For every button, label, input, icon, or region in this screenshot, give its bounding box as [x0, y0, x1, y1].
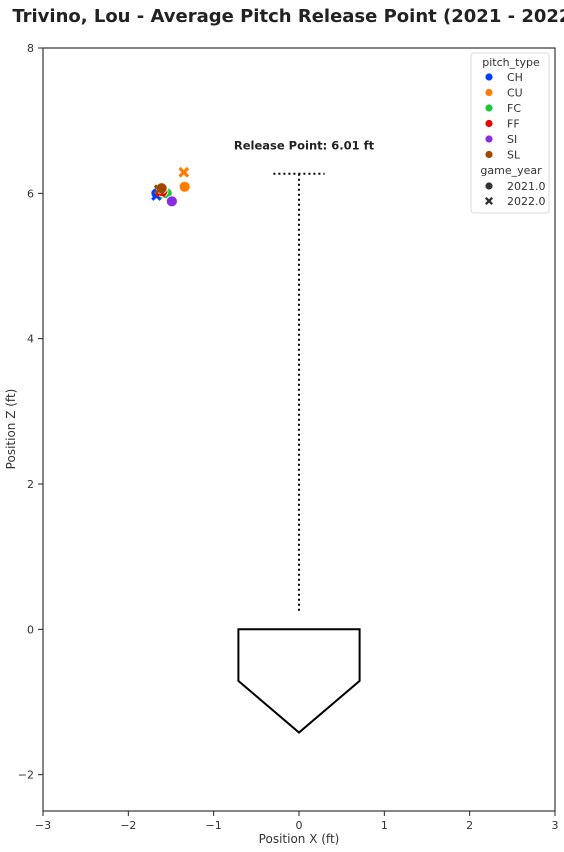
y-tick-label: 2 — [27, 478, 34, 491]
x-tick-label: −3 — [35, 819, 51, 832]
data-points — [150, 166, 191, 208]
point-sl-2022 — [153, 184, 165, 196]
point-cu-2021 — [178, 180, 191, 193]
point-cu-2022 — [178, 166, 190, 178]
y-tick-label: 4 — [27, 333, 34, 346]
home-plate — [237, 628, 361, 734]
legend-x-marker — [484, 196, 494, 206]
release-point-marker — [273, 172, 325, 612]
x-tick-label: −2 — [120, 819, 136, 832]
legend-label-fc: FC — [507, 102, 521, 115]
x-tick-label: −1 — [206, 819, 222, 832]
legend-swatch-cu — [485, 88, 493, 97]
legend-hue-title: pitch_type — [482, 56, 540, 69]
legend-label-cu: CU — [507, 87, 523, 100]
x-tick-label: 2 — [466, 819, 473, 832]
y-axis-label: Position Z (ft) — [4, 389, 18, 470]
y-tick-label: 0 — [27, 623, 34, 636]
legend-swatch-fc — [485, 104, 493, 112]
legend-hue-items: CH CU FC FF SI SL — [485, 71, 523, 162]
x-axis: −3 −2 −1 0 1 2 3 — [35, 811, 559, 832]
legend-label-ch: CH — [507, 71, 523, 84]
x-marker-stroke — [153, 184, 165, 196]
legend-swatch-sl — [485, 150, 493, 159]
y-tick-label: −2 — [18, 769, 34, 782]
y-axis: −2 0 2 4 6 8 — [18, 42, 43, 782]
x-tick-label: 3 — [552, 819, 559, 832]
chart-title: Trivino, Lou - Average Pitch Release Poi… — [12, 6, 564, 27]
legend-swatch-si — [485, 135, 493, 143]
legend-swatch-ff — [485, 119, 493, 128]
x-tick-label: 0 — [296, 819, 303, 832]
y-tick-label: 6 — [27, 187, 34, 200]
legend-label-year: 2021.0 — [507, 180, 546, 193]
legend-label-ff: FF — [507, 118, 520, 131]
point-si-2021 — [165, 195, 178, 208]
x-axis-label: Position X (ft) — [259, 832, 340, 846]
legend-style-items: 2021.0 2022.0 — [484, 180, 546, 208]
release-point-annotation: Release Point: 6.01 ft — [234, 139, 375, 153]
x-tick-label: 1 — [381, 819, 388, 832]
x-marker-stroke — [178, 166, 190, 178]
legend-style-title: game_year — [480, 164, 542, 177]
y-tick-label: 8 — [27, 42, 34, 55]
legend-label-si: SI — [507, 133, 517, 146]
legend-swatch-ch — [485, 73, 493, 81]
legend-label-year: 2022.0 — [507, 195, 546, 208]
legend-label-sl: SL — [507, 149, 521, 162]
home-plate-shape — [237, 628, 361, 734]
legend: pitch_type CH CU FC FF SI SL game_year 2021.0… — [470, 52, 550, 214]
legend-circle-marker — [485, 182, 493, 190]
